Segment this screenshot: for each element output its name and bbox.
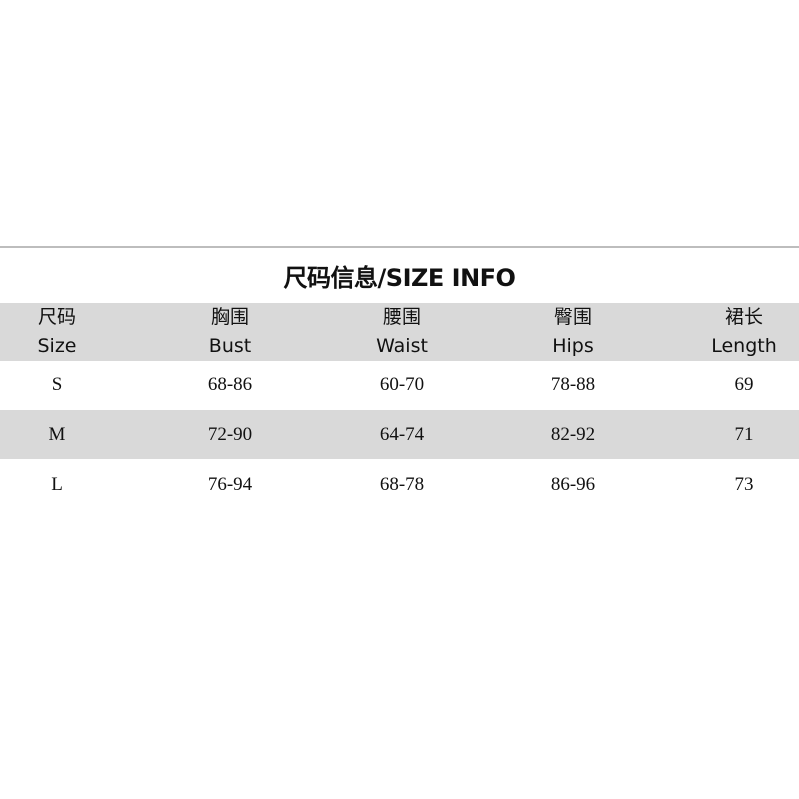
header-cn: 裙长	[724, 306, 763, 328]
header-cn: 胸围	[210, 306, 249, 328]
table-cell: 60-70	[379, 374, 425, 395]
header-en: Waist	[376, 335, 428, 357]
column-header: 胸围 Bust	[150, 303, 310, 361]
header-cn: 腰围	[382, 306, 421, 328]
table-cell: 71	[734, 424, 754, 445]
table-cell: 86-96	[550, 474, 596, 495]
header-en: Hips	[552, 335, 594, 357]
table-cell: 76-94	[207, 474, 253, 495]
header-cn: 臀围	[553, 306, 592, 328]
table-cell: S	[51, 374, 63, 395]
table-cell: 68-78	[379, 474, 425, 495]
table-cell: M	[48, 424, 66, 445]
table-cell: 78-88	[550, 374, 596, 395]
table-cell: 69	[734, 374, 754, 395]
header-en: Length	[711, 335, 777, 357]
top-divider	[0, 246, 799, 248]
column-header: 裙长 Length	[664, 303, 799, 361]
header-en: Bust	[208, 335, 252, 357]
table-cell: 73	[734, 474, 754, 495]
column-header: 尺码 Size	[0, 303, 137, 361]
page-title: 尺码信息/SIZE INFO	[283, 264, 516, 292]
table-cell: 64-74	[379, 424, 425, 445]
table-cell: 68-86	[207, 374, 253, 395]
table-cell: L	[51, 474, 63, 495]
header-band	[0, 303, 799, 361]
header-cn: 尺码	[37, 306, 76, 328]
column-header: 臀围 Hips	[493, 303, 653, 361]
table-cell: 82-92	[550, 424, 596, 445]
column-header: 腰围 Waist	[322, 303, 482, 361]
table-cell: 72-90	[207, 424, 253, 445]
header-en: Size	[37, 335, 77, 357]
row-band	[0, 410, 799, 459]
